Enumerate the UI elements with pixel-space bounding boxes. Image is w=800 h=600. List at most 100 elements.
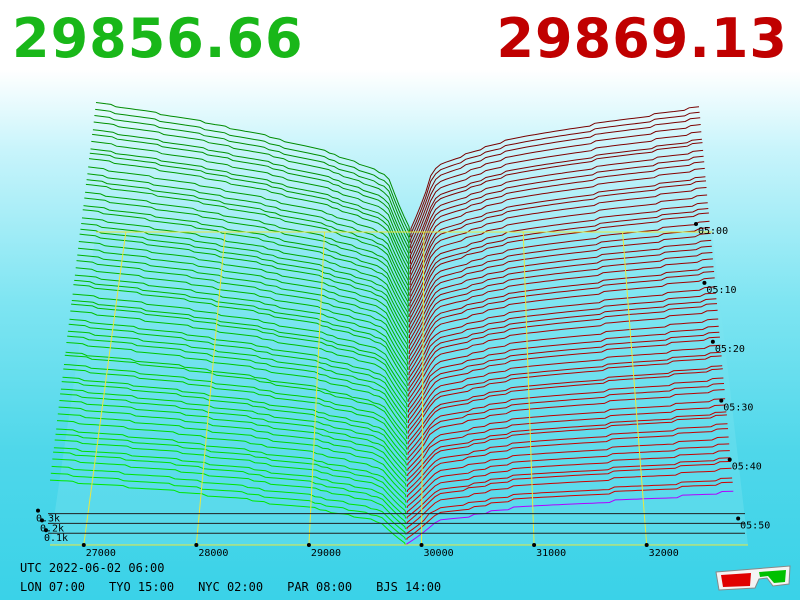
bid-depth-line xyxy=(71,300,408,397)
bid-depth-line xyxy=(81,217,409,328)
ask-price: 29869.13 xyxy=(496,7,788,70)
ask-depth-line xyxy=(408,325,719,413)
price-tick-label: 27000 xyxy=(86,548,116,559)
zone-tyo: TYO 15:00 xyxy=(109,580,175,594)
ask-depth-line xyxy=(406,481,733,540)
bid-depth-line xyxy=(57,413,407,493)
ask-depth-line xyxy=(410,131,702,254)
bid-depth-line xyxy=(51,465,406,535)
ask-depth-line xyxy=(407,355,722,439)
bid-depth-line xyxy=(79,233,409,344)
price-tick-marker xyxy=(194,543,199,547)
ask-depth-line xyxy=(408,271,715,370)
time-tick-marker xyxy=(710,339,715,344)
ask-depth-line xyxy=(407,411,727,482)
price-tick-marker xyxy=(644,543,649,547)
bid-depth-line xyxy=(78,247,409,355)
ask-depth-line xyxy=(406,450,730,514)
bid-depth-line xyxy=(91,140,410,264)
ask-depth-line xyxy=(406,443,730,508)
time-tick-label: 05:20 xyxy=(715,344,745,355)
bid-depth-line xyxy=(53,451,407,524)
ask-depth-line xyxy=(409,149,704,270)
ask-depth-line xyxy=(409,212,709,323)
bid-depth-line xyxy=(87,173,410,291)
ask-depth-line xyxy=(409,176,706,291)
bid-depth-line xyxy=(74,279,409,381)
ask-depth-line xyxy=(408,318,719,408)
bid-depth-line xyxy=(56,420,407,498)
bid-depth-line xyxy=(50,472,406,540)
volume-tick-label: 0.2k xyxy=(40,523,64,534)
bid-depth-line xyxy=(76,260,409,365)
ask-depth-line xyxy=(408,252,713,354)
ask-depth-line xyxy=(407,368,723,450)
bid-depth-line xyxy=(52,458,407,530)
ask-depth-line xyxy=(409,187,707,301)
bid-depth-line xyxy=(74,274,409,376)
bid-depth-line xyxy=(62,376,407,461)
3d-glasses-icon[interactable] xyxy=(713,562,793,592)
price-grid-line xyxy=(83,231,127,546)
ask-depth-line xyxy=(407,351,722,434)
ask-depth-line xyxy=(408,258,713,360)
price-tick-label: 31000 xyxy=(536,548,566,559)
bid-depth-line xyxy=(67,335,408,429)
bid-depth-line xyxy=(84,197,409,312)
ask-depth-line xyxy=(406,428,729,498)
zone-bjs: BJS 14:00 xyxy=(376,580,442,594)
price-tick-marker xyxy=(532,543,537,547)
volume-tick-marker xyxy=(36,508,40,513)
bid-depth-line xyxy=(66,342,408,434)
grid-lines xyxy=(48,231,748,546)
bid-depth-line xyxy=(82,209,409,323)
time-tick-label: 05:10 xyxy=(706,285,736,296)
utc-timestamp: UTC 2022-06-02 06:00 xyxy=(20,561,165,575)
zone-nyc: NYC 02:00 xyxy=(198,580,264,594)
price-grid-line xyxy=(308,231,326,546)
depth-floor-plane xyxy=(50,232,748,545)
time-tick-marker xyxy=(694,222,698,226)
ask-depth-line xyxy=(409,220,710,328)
time-tick-marker xyxy=(702,280,707,285)
zone-par: PAR 08:00 xyxy=(287,580,353,594)
price-tick-label: 28000 xyxy=(198,548,228,559)
bid-depth-line xyxy=(68,323,408,418)
bid-price: 29856.66 xyxy=(12,7,304,70)
ask-depth-line xyxy=(409,194,708,307)
price-grid-line xyxy=(622,231,648,546)
ask-depth-line xyxy=(409,232,711,339)
ask-depth-line xyxy=(409,202,708,312)
volume-tick-label: 0.3k xyxy=(36,514,60,525)
ask-depth-line xyxy=(406,457,731,519)
ask-depth-line xyxy=(407,377,724,455)
ask-depth-line xyxy=(406,460,731,524)
bid-depth-line xyxy=(64,354,408,445)
ask-depth-line xyxy=(410,117,701,243)
ask-depth-line xyxy=(407,423,728,492)
ask-depth-line xyxy=(406,490,734,545)
ask-depth-line xyxy=(409,180,707,296)
ask-depth-line xyxy=(408,245,712,349)
time-tick-label: 05:40 xyxy=(732,462,762,473)
ask-depth-line xyxy=(407,414,727,487)
bid-depth-line xyxy=(92,133,410,259)
price-tick-label: 30000 xyxy=(424,548,454,559)
ask-depth-line xyxy=(409,161,705,280)
ask-depth-line xyxy=(409,167,705,286)
ask-depth-line xyxy=(408,298,717,392)
ask-depth-line xyxy=(408,292,716,386)
time-tick-marker xyxy=(727,457,732,462)
floor-plane xyxy=(50,232,748,545)
bid-depth-line xyxy=(90,148,410,270)
ask-depth-line xyxy=(406,477,733,535)
ask-depth-line xyxy=(407,331,720,418)
ask-depth-lines xyxy=(406,106,734,545)
volume-tick-marker xyxy=(40,518,44,523)
timezone-row: LON 07:00 TYO 15:00 NYC 02:00 PAR 08:00 BJS … xyxy=(20,580,465,594)
bid-depth-line xyxy=(53,447,407,519)
bid-depth-line xyxy=(88,158,410,280)
ask-depth-line xyxy=(406,467,732,530)
ask-depth-line xyxy=(407,383,725,461)
ask-depth-line xyxy=(409,208,709,317)
